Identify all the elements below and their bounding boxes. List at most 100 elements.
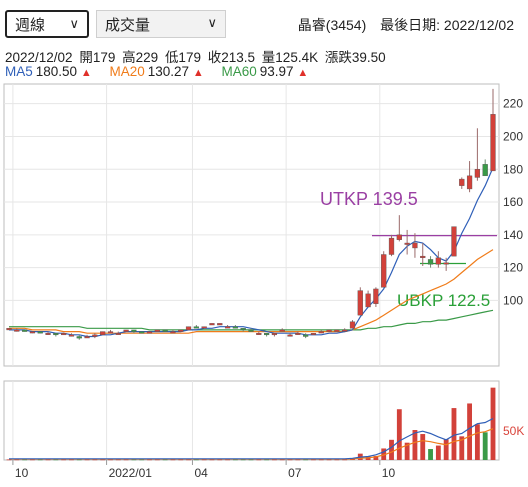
- quote-high: 高229: [122, 50, 159, 65]
- candle-body: [248, 329, 254, 332]
- up-arrow-icon: ▲: [192, 67, 204, 79]
- volume-bar: [76, 459, 82, 461]
- volume-ma5-line: [9, 417, 494, 460]
- candle-body: [162, 329, 168, 332]
- candle-body: [209, 323, 215, 326]
- volume-bar: [420, 434, 426, 460]
- volume-bar: [69, 459, 74, 461]
- volume-bar: [186, 459, 191, 461]
- candle-body: [490, 114, 496, 172]
- candle-body: [287, 334, 293, 337]
- volume-bar: [154, 459, 160, 461]
- up-arrow-icon: ▲: [80, 67, 92, 79]
- volume-bar: [256, 459, 262, 461]
- candle-body: [256, 333, 262, 335]
- candle-body: [342, 329, 348, 332]
- period-select-value: 週線: [15, 16, 46, 34]
- candle-body: [53, 333, 59, 336]
- volume-bar: [22, 459, 28, 461]
- volume-bar: [326, 459, 332, 461]
- candle-body: [459, 178, 465, 186]
- quote-open: 開179: [79, 50, 116, 65]
- ma60-line: [9, 309, 494, 331]
- volume-bar: [108, 459, 113, 461]
- up-arrow-icon: ▲: [297, 67, 309, 79]
- volume-bar: [115, 459, 121, 461]
- candle-body: [373, 288, 379, 304]
- candle-body: [381, 254, 387, 288]
- ubkp-label: UBKP 122.5: [397, 291, 490, 310]
- indicator-select-value: 成交量: [105, 16, 151, 34]
- price-tick-label: 180: [503, 162, 523, 176]
- price-panel-frame: [3, 83, 500, 367]
- volume-bar: [53, 459, 59, 461]
- volume-bar: [147, 459, 152, 461]
- candle-body: [365, 293, 371, 308]
- candle-body: [61, 333, 67, 336]
- volume-bar: [404, 442, 410, 460]
- candle-body: [412, 242, 418, 249]
- volume-bar: [61, 459, 67, 461]
- candle-body: [263, 333, 270, 336]
- volume-bar: [232, 459, 238, 461]
- candle-body: [185, 326, 192, 331]
- period-select[interactable]: 週線 ∨: [5, 10, 89, 38]
- quote-low: 低179: [164, 50, 201, 65]
- price-tick-label: 140: [503, 228, 523, 242]
- time-tick-label: 10: [382, 466, 396, 480]
- ma20-label: MA20: [109, 64, 145, 79]
- volume-bar: [271, 459, 277, 461]
- candle-body: [326, 329, 332, 332]
- candle-body: [334, 329, 340, 332]
- candle-body: [170, 331, 176, 334]
- volume-bar: [217, 459, 223, 461]
- volume-bar: [201, 459, 207, 461]
- volume-bar: [84, 459, 90, 461]
- candle-body: [154, 329, 160, 332]
- volume-bar: [443, 439, 449, 460]
- time-tick-label: 10: [15, 466, 29, 480]
- candle-body: [6, 328, 12, 331]
- ma-legend: MA5 180.50 ▲ MA20 130.27 ▲ MA60 93.97 ▲: [5, 64, 322, 79]
- candle-body: [107, 331, 114, 334]
- candle-body: [178, 329, 184, 332]
- candle-body: [482, 164, 488, 177]
- volume-bar: [334, 459, 340, 461]
- candle-body: [396, 234, 402, 240]
- volume-bar: [381, 448, 387, 460]
- volume-bar: [373, 455, 379, 460]
- candle-body: [357, 290, 363, 316]
- candle-body: [29, 331, 36, 334]
- price-tick-label: 220: [503, 97, 523, 111]
- candle-body: [131, 329, 137, 332]
- volume-bar: [342, 459, 348, 461]
- candle-body: [295, 333, 301, 335]
- time-tick-label: 2022/01: [109, 466, 153, 480]
- volume-bar: [435, 445, 441, 460]
- candle-body: [68, 334, 75, 337]
- volume-bar: [482, 432, 488, 460]
- volume-bar: [303, 459, 309, 461]
- volume-bar: [428, 449, 433, 460]
- volume-bar: [14, 459, 20, 461]
- candle-body: [92, 334, 98, 337]
- volume-bar: [162, 459, 168, 461]
- candle-body: [388, 237, 395, 255]
- volume-bar: [474, 424, 480, 460]
- volume-bar: [6, 459, 12, 461]
- volume-bar: [139, 459, 145, 461]
- candle-body: [404, 242, 410, 245]
- indicator-select[interactable]: 成交量 ∨: [96, 10, 226, 38]
- volume-bar: [412, 430, 418, 460]
- ma60-label: MA60: [221, 64, 257, 79]
- ma5-value: 180.50: [35, 64, 78, 79]
- candle-body: [466, 175, 473, 190]
- time-tick-label: 07: [288, 466, 302, 480]
- volume-bar: [45, 459, 51, 461]
- candle-body: [76, 336, 82, 339]
- stock-info: 晶睿(3454) 最後日期: 2022/12/02: [288, 15, 514, 35]
- volume-bar: [193, 459, 199, 461]
- candle-body: [420, 255, 426, 258]
- candle-body: [45, 333, 51, 335]
- volume-bar: [37, 459, 43, 461]
